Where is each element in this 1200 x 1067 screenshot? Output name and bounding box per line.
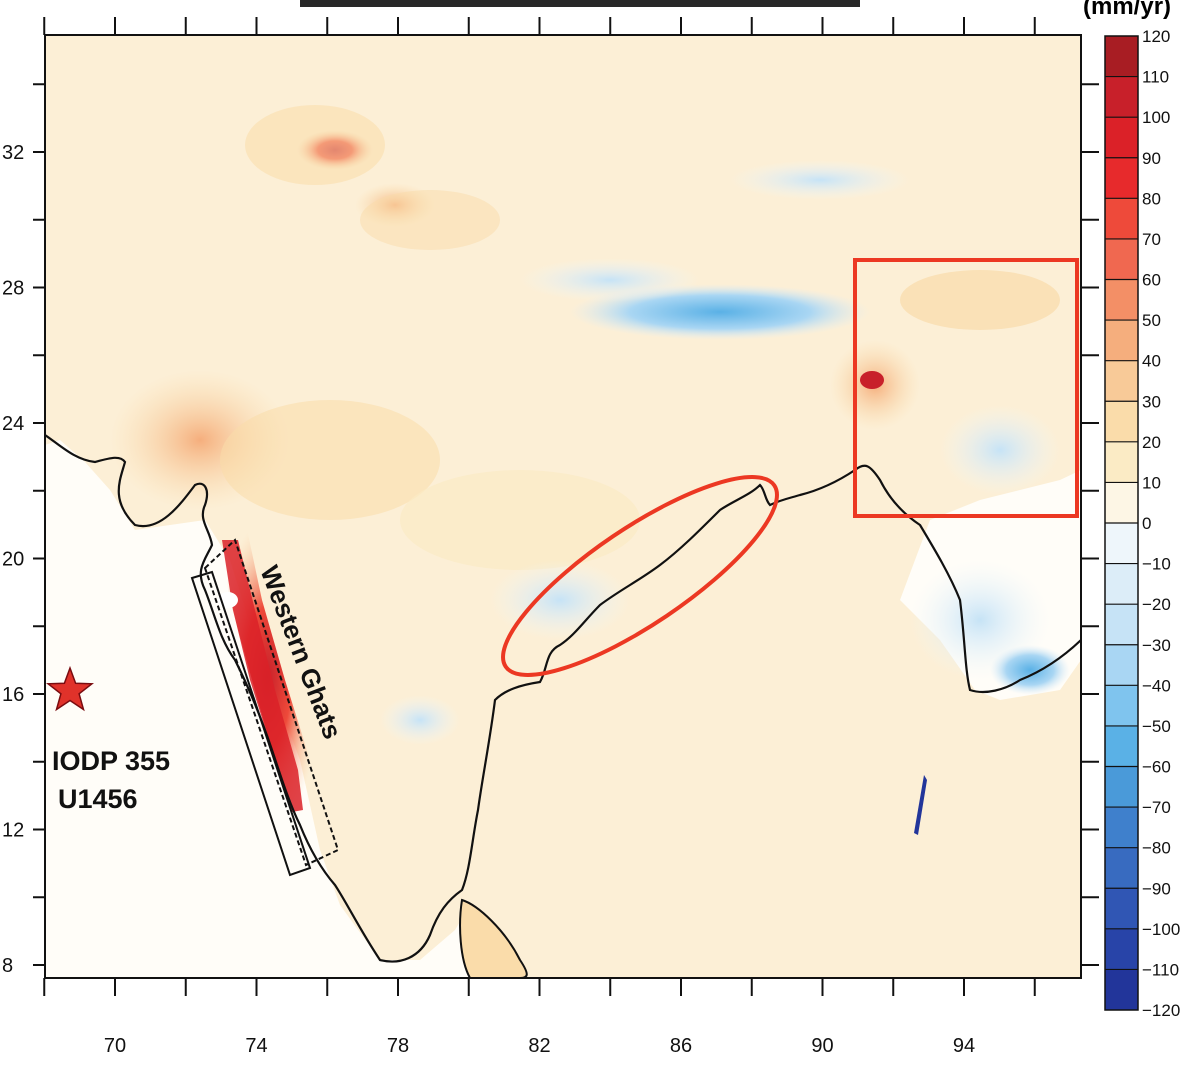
colorbar-label: −60 (1142, 758, 1171, 777)
ghats-solid-box (190, 570, 312, 877)
colorbar-segment (1105, 320, 1138, 362)
colorbar-segment (1105, 360, 1138, 402)
colorbar-segment (1105, 238, 1138, 280)
central-light-orange (220, 400, 440, 520)
colorbar-label: 60 (1142, 271, 1161, 290)
colorbar-label: −100 (1142, 920, 1180, 939)
east-coast-blue (490, 560, 630, 640)
colorbar-label: −30 (1142, 636, 1171, 655)
colorbar-segment (1105, 198, 1138, 240)
colorbar-label: −110 (1142, 960, 1179, 979)
highlight-box-northeast (853, 258, 1079, 518)
colorbar-label: 120 (1142, 27, 1170, 46)
colorbar-segment (1105, 847, 1138, 889)
colorbar-segment (1105, 563, 1138, 605)
x-tick-label: 74 (245, 1035, 267, 1057)
colorbar-label: 20 (1142, 433, 1161, 452)
colorbar-label: 110 (1142, 68, 1169, 87)
himalaya-band-east (360, 190, 500, 250)
sri-lanka (459, 898, 528, 978)
plot-frame (44, 34, 1082, 979)
y-tick-label: 32 (2, 142, 24, 164)
x-tick-label: 94 (953, 1035, 975, 1057)
y-axis: 32 28 24 20 16 12 8 (2, 83, 1099, 977)
colorbar-label: −40 (1142, 676, 1171, 695)
colorbar-segment (1105, 76, 1138, 118)
y-tick-label: 20 (2, 549, 24, 571)
colorbar-label: 40 (1142, 352, 1161, 371)
site-star-marker (46, 665, 94, 712)
colorbar-segment (1105, 928, 1138, 970)
colorbar-segment (1105, 644, 1138, 686)
colorbar-segment (1105, 725, 1138, 767)
colorbar-label: 80 (1142, 189, 1161, 208)
colorbar-label: 50 (1142, 311, 1161, 330)
colorbar-segment (1105, 157, 1138, 199)
colorbar-label: −120 (1142, 1001, 1180, 1020)
colorbar-segment (1105, 401, 1138, 443)
colorbar: 1201101009080706050403020100−10−20−30−40… (1104, 27, 1180, 1020)
colorbar-segment (1105, 807, 1138, 849)
y-tick-label: 12 (2, 820, 24, 842)
colorbar-segment (1105, 36, 1138, 78)
colorbar-segment (1105, 766, 1138, 808)
colorbar-segment (1105, 888, 1138, 930)
colorbar-segment (1105, 482, 1138, 524)
highlight-ellipse-east-coast (501, 475, 779, 677)
east-light-orange (400, 470, 640, 570)
unit-label: (mm/yr) (1083, 0, 1171, 20)
colorbar-segment (1105, 604, 1138, 646)
x-tick-label: 78 (387, 1035, 409, 1057)
x-tick-label: 70 (104, 1035, 126, 1057)
y-tick-label: 24 (2, 413, 24, 435)
ne-upper-orange (900, 270, 1060, 330)
colorbar-label: 30 (1142, 392, 1161, 411)
colorbar-segment (1105, 685, 1138, 727)
title-cut-fragment (300, 0, 860, 7)
ne-blue (940, 405, 1060, 495)
tibet-light-blue (730, 160, 910, 200)
colorbar-segment (1105, 969, 1138, 1011)
myanmar-blue-strong (990, 645, 1070, 695)
coastline (45, 434, 1081, 963)
ghats-dashed-box (203, 538, 340, 867)
colorbar-segment (1105, 441, 1138, 483)
south-blue (380, 695, 460, 745)
x-axis: 70 74 78 82 86 90 94 (43, 17, 1036, 1057)
y-tick-label: 8 (2, 955, 13, 977)
colorbar-label: −80 (1142, 839, 1171, 858)
colorbar-label: 100 (1142, 108, 1170, 127)
negative-trend-band-west (520, 258, 700, 302)
x-tick-label: 86 (670, 1035, 692, 1057)
site-label-line1: IODP 355 (52, 746, 170, 776)
colorbar-label: −90 (1142, 879, 1171, 898)
colorbar-label: 90 (1142, 149, 1161, 168)
colorbar-segment (1105, 279, 1138, 321)
x-tick-label: 90 (811, 1035, 833, 1057)
western-ghats-core (222, 540, 303, 812)
andaman-islands (914, 775, 927, 835)
colorbar-label: −20 (1142, 595, 1171, 614)
colorbar-label: −50 (1142, 717, 1171, 736)
colorbar-label: 0 (1142, 514, 1151, 533)
colorbar-segment (1105, 117, 1138, 159)
colorbar-segment (1105, 523, 1138, 565)
ne-hotspot (860, 371, 884, 389)
colorbar-label: −10 (1142, 555, 1171, 574)
site-label-line2: U1456 (58, 784, 138, 814)
y-tick-label: 16 (2, 684, 24, 706)
x-tick-label: 82 (528, 1035, 550, 1057)
himalaya-band (245, 105, 385, 185)
colorbar-label: −70 (1142, 798, 1171, 817)
colorbar-frame (1104, 35, 1139, 1011)
colorbar-label: 70 (1142, 230, 1161, 249)
colorbar-label: 10 (1142, 473, 1161, 492)
y-tick-label: 28 (2, 278, 24, 300)
